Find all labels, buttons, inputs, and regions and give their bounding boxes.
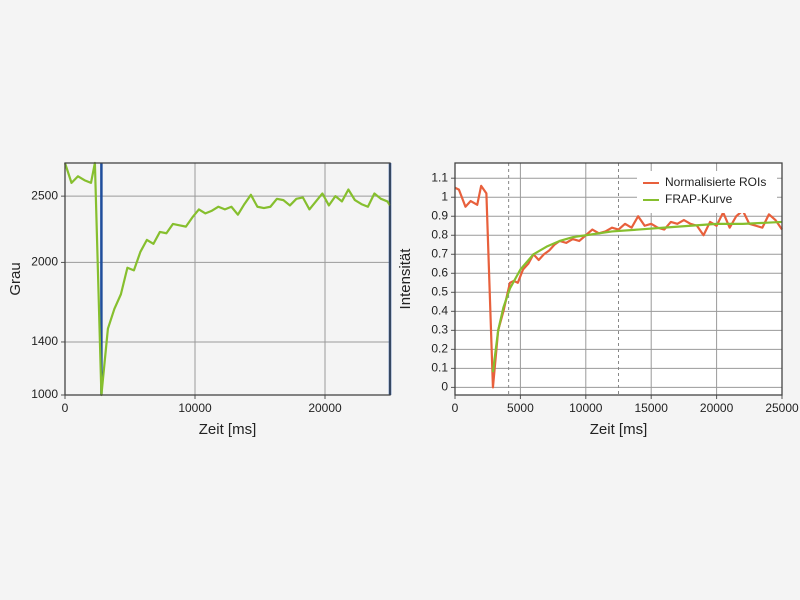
x-tick-label: 10000: [569, 401, 603, 415]
y-tick-label: 0.7: [431, 246, 448, 260]
y-tick-label: 2000: [31, 255, 58, 269]
y-tick-label: 0.2: [431, 342, 448, 356]
legend-label: Normalisierte ROIs: [665, 175, 766, 189]
plot-frame: [64, 162, 391, 396]
y-tick-label: 0.4: [431, 303, 448, 317]
legend-box: [637, 171, 777, 213]
x-tick-label: 0: [62, 401, 69, 415]
x-axis-title: Zeit [ms]: [590, 421, 648, 438]
y-tick-label: 1: [441, 189, 448, 203]
x-tick-label: 20000: [700, 401, 734, 415]
y-tick-label: 0.1: [431, 361, 448, 375]
legend-label: FRAP-Kurve: [665, 192, 733, 206]
y-tick-label: 1.1: [431, 170, 448, 184]
x-tick-label: 20000: [308, 401, 342, 415]
y-tick-label: 2500: [31, 188, 58, 202]
y-axis-title: Intensität: [397, 248, 414, 310]
data-line: [63, 161, 391, 397]
x-tick-label: 10000: [178, 401, 212, 415]
y-tick-label: 0.3: [431, 323, 448, 337]
x-tick-label: 5000: [507, 401, 534, 415]
y-tick-label: 1000: [31, 387, 58, 401]
x-tick-label: 25000: [765, 401, 799, 415]
plot-frame: [454, 162, 783, 396]
y-tick-label: 0: [441, 380, 448, 394]
y-tick-label: 1400: [31, 334, 58, 348]
y-tick-label: 0.9: [431, 208, 448, 222]
plot-area: [65, 163, 390, 395]
x-axis-title: Zeit [ms]: [199, 421, 257, 438]
x-tick-label: 15000: [635, 401, 669, 415]
y-tick-label: 0.6: [431, 265, 448, 279]
y-axis-title: Grau: [7, 262, 24, 295]
y-tick-label: 0.8: [431, 227, 448, 241]
data-line: [491, 220, 783, 373]
x-tick-label: 0: [452, 401, 459, 415]
y-tick-label: 0.5: [431, 284, 448, 298]
